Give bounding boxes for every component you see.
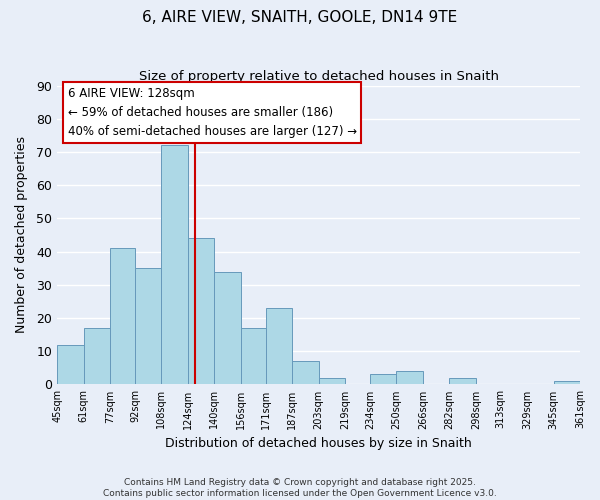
Bar <box>83 328 110 384</box>
Text: Contains HM Land Registry data © Crown copyright and database right 2025.
Contai: Contains HM Land Registry data © Crown c… <box>103 478 497 498</box>
Bar <box>292 361 319 384</box>
Y-axis label: Number of detached properties: Number of detached properties <box>15 136 28 334</box>
Bar <box>241 328 266 384</box>
Text: 6 AIRE VIEW: 128sqm
← 59% of detached houses are smaller (186)
40% of semi-detac: 6 AIRE VIEW: 128sqm ← 59% of detached ho… <box>68 87 357 138</box>
Bar <box>370 374 397 384</box>
Bar <box>57 344 83 385</box>
Bar <box>397 371 423 384</box>
Bar <box>188 238 214 384</box>
Bar <box>110 248 135 384</box>
Text: 6, AIRE VIEW, SNAITH, GOOLE, DN14 9TE: 6, AIRE VIEW, SNAITH, GOOLE, DN14 9TE <box>142 10 458 25</box>
X-axis label: Distribution of detached houses by size in Snaith: Distribution of detached houses by size … <box>165 437 472 450</box>
Bar <box>319 378 345 384</box>
Bar <box>214 272 241 384</box>
Title: Size of property relative to detached houses in Snaith: Size of property relative to detached ho… <box>139 70 499 83</box>
Bar <box>135 268 161 384</box>
Bar <box>161 146 188 384</box>
Bar <box>266 308 292 384</box>
Bar <box>449 378 476 384</box>
Bar <box>554 381 580 384</box>
